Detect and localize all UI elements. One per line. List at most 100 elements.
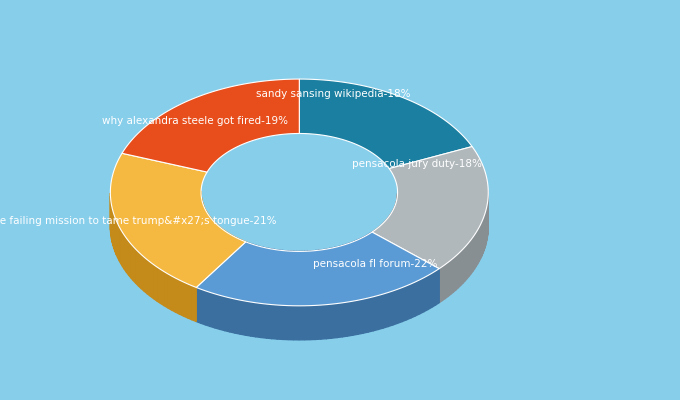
Polygon shape	[345, 244, 348, 278]
Polygon shape	[368, 233, 370, 268]
Polygon shape	[258, 246, 260, 281]
Polygon shape	[222, 229, 224, 264]
Polygon shape	[477, 227, 479, 264]
Polygon shape	[384, 221, 386, 256]
Polygon shape	[383, 292, 388, 328]
Polygon shape	[233, 236, 235, 271]
Polygon shape	[458, 252, 460, 288]
Polygon shape	[192, 286, 197, 322]
Polygon shape	[321, 305, 326, 339]
Polygon shape	[119, 227, 121, 264]
Polygon shape	[475, 232, 476, 269]
Polygon shape	[465, 245, 467, 281]
Polygon shape	[266, 248, 269, 282]
Polygon shape	[175, 278, 180, 314]
Polygon shape	[225, 231, 227, 266]
Polygon shape	[420, 278, 424, 314]
Polygon shape	[469, 240, 471, 276]
Polygon shape	[240, 300, 245, 335]
Polygon shape	[296, 251, 299, 286]
Polygon shape	[485, 212, 486, 248]
Polygon shape	[388, 291, 392, 326]
Polygon shape	[205, 291, 210, 326]
Polygon shape	[216, 224, 217, 259]
Polygon shape	[479, 225, 480, 262]
Polygon shape	[227, 232, 229, 268]
Polygon shape	[141, 255, 144, 291]
Polygon shape	[316, 305, 321, 340]
Polygon shape	[302, 251, 305, 285]
Polygon shape	[211, 219, 213, 255]
Polygon shape	[332, 304, 337, 338]
Polygon shape	[337, 303, 342, 338]
Polygon shape	[381, 224, 382, 260]
Polygon shape	[353, 241, 355, 276]
Polygon shape	[442, 265, 445, 301]
Polygon shape	[445, 262, 448, 299]
Polygon shape	[112, 208, 113, 246]
Polygon shape	[171, 276, 175, 312]
Polygon shape	[288, 251, 291, 285]
Text: why alexandra steele got fired-19%: why alexandra steele got fired-19%	[103, 116, 288, 126]
Polygon shape	[220, 295, 225, 331]
Polygon shape	[282, 250, 285, 285]
Polygon shape	[463, 247, 465, 283]
Text: pensacola fl forum-22%: pensacola fl forum-22%	[313, 259, 437, 269]
Polygon shape	[322, 250, 324, 284]
Polygon shape	[248, 243, 250, 278]
Polygon shape	[348, 243, 350, 278]
Polygon shape	[373, 296, 378, 331]
Polygon shape	[220, 228, 222, 263]
Polygon shape	[358, 239, 360, 274]
Polygon shape	[294, 251, 296, 285]
Polygon shape	[209, 216, 211, 252]
Polygon shape	[267, 304, 272, 339]
Polygon shape	[279, 250, 282, 284]
Polygon shape	[204, 207, 205, 243]
Polygon shape	[168, 274, 171, 310]
Polygon shape	[377, 228, 378, 263]
Polygon shape	[439, 267, 442, 303]
Polygon shape	[392, 211, 393, 246]
Polygon shape	[467, 242, 469, 279]
Polygon shape	[256, 245, 258, 280]
Polygon shape	[118, 224, 119, 261]
Polygon shape	[382, 223, 383, 258]
Polygon shape	[324, 249, 327, 284]
Polygon shape	[271, 249, 274, 284]
Polygon shape	[379, 226, 381, 261]
Polygon shape	[154, 265, 157, 301]
Polygon shape	[326, 304, 332, 339]
Polygon shape	[251, 302, 256, 337]
Polygon shape	[390, 213, 391, 248]
Polygon shape	[253, 244, 256, 279]
PathPatch shape	[197, 232, 439, 306]
Polygon shape	[424, 276, 428, 312]
Polygon shape	[277, 250, 279, 284]
Polygon shape	[129, 241, 131, 278]
Polygon shape	[230, 298, 235, 333]
Polygon shape	[245, 301, 251, 336]
Polygon shape	[471, 237, 473, 274]
Polygon shape	[481, 220, 483, 256]
Polygon shape	[205, 210, 207, 246]
Polygon shape	[453, 256, 456, 292]
PathPatch shape	[372, 146, 488, 269]
Polygon shape	[122, 232, 124, 270]
Text: pensacola jury duty-18%: pensacola jury duty-18%	[352, 159, 481, 169]
Polygon shape	[180, 280, 184, 316]
Polygon shape	[407, 284, 411, 320]
Polygon shape	[338, 246, 340, 281]
Polygon shape	[347, 301, 353, 336]
Polygon shape	[245, 242, 248, 277]
Polygon shape	[411, 282, 415, 318]
Polygon shape	[150, 262, 154, 299]
Polygon shape	[213, 221, 214, 256]
Polygon shape	[415, 280, 420, 316]
Polygon shape	[299, 251, 302, 286]
Polygon shape	[330, 248, 333, 282]
Polygon shape	[364, 236, 366, 271]
Polygon shape	[291, 251, 294, 285]
Polygon shape	[480, 222, 481, 259]
Polygon shape	[256, 303, 261, 338]
